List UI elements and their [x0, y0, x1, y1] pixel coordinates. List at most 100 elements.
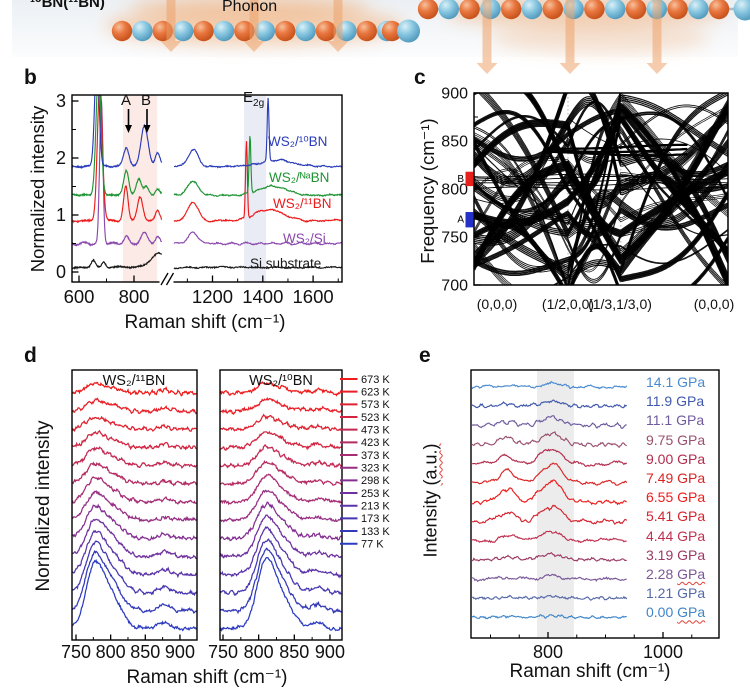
legend-label: 523 K: [361, 412, 390, 424]
plot-box: [470, 369, 720, 639]
phonon-branch: [474, 165, 728, 273]
boron-atom: [193, 20, 214, 42]
curve-label: WS₂/¹⁰BN: [268, 134, 328, 149]
phonon-arrow-icon: [646, 0, 668, 74]
phonon-branch: [474, 106, 728, 285]
boron-atom: [275, 20, 296, 42]
legend-label: 623 K: [361, 386, 390, 398]
spectrum-curve: [72, 95, 342, 198]
temperature-curve: [72, 540, 197, 597]
pressure-label: 0.00 GPa: [646, 604, 705, 620]
phonon-flat-band: [474, 182, 728, 187]
temperature-curve: [72, 429, 197, 451]
panel-label-b: b: [24, 66, 37, 89]
phonon-branch: [474, 163, 728, 271]
pressure-value: 3.19: [646, 546, 678, 563]
phonon-arrow-icon: [243, 0, 265, 52]
tick-label: 800: [119, 286, 150, 307]
phonon-flat-band: [474, 176, 728, 180]
legend-label: 253 K: [361, 488, 390, 500]
tick-label: 900: [165, 642, 195, 662]
tick-label: 800: [96, 642, 126, 662]
pressure-curve: [471, 551, 627, 562]
mode-marker: [465, 212, 474, 228]
pressure-label: 4.44 GPa: [646, 528, 705, 544]
phonon-arrow-icon: [327, 0, 349, 52]
temperature-curve: [220, 396, 342, 416]
pressure-label: 11.1 GPa: [646, 412, 704, 428]
temperature-curve: [72, 476, 197, 505]
boron-atom: [459, 0, 480, 20]
tick-label: 900: [441, 86, 468, 103]
temperature-curve: [72, 397, 197, 415]
temperature-curve: [220, 489, 342, 523]
pressure-unit: GPa: [677, 527, 706, 544]
phonon-branch: [474, 93, 621, 269]
pressure-unit: GPa: [677, 489, 706, 506]
panel-b-xlabel: Raman shift (cm⁻¹): [124, 312, 286, 333]
pressure-unit: GPa: [677, 470, 706, 486]
pressure-curve: [471, 462, 628, 486]
pressure-curve: [471, 380, 628, 390]
tick-label: 800: [244, 642, 274, 662]
legend-label: 77 K: [361, 539, 384, 551]
temperature-curve: [72, 518, 197, 560]
pressure-label: 2.28 GPa: [646, 566, 705, 582]
phonon-arrow-icon: [559, 0, 581, 74]
temperature-curve: [72, 529, 197, 579]
boron-atom: [111, 20, 133, 42]
spectrum-curve: [72, 98, 342, 247]
phonon-flat-band: [474, 186, 728, 191]
nitrogen-atom: [213, 20, 235, 42]
legend-label: 423 K: [361, 437, 390, 449]
pressure-unit: GPa: [677, 566, 706, 582]
phonon-branch: [474, 97, 728, 257]
pressure-label: 14.1 GPa: [646, 374, 705, 390]
pressure-unit: GPa: [677, 431, 706, 448]
tick-label: 700: [441, 278, 468, 295]
temperature-curve: [72, 415, 197, 433]
pressure-unit: GPa: [677, 508, 706, 525]
axis-break-icon: [165, 272, 175, 286]
panel-d1-title: WS₂/¹¹BN: [102, 373, 166, 389]
tick-label: 1200: [192, 286, 233, 307]
nitrogen-atom: [605, 0, 626, 20]
tick-label: 750: [61, 642, 91, 662]
legend-label: 323 K: [361, 462, 390, 474]
temperature-curve: [72, 558, 197, 632]
tick-label: 900: [315, 642, 345, 662]
panel-d-ylabel: Normalized intensity: [33, 420, 54, 592]
temperature-curve: [220, 381, 342, 397]
boron-atom: [356, 20, 377, 42]
tick-label: 850: [279, 642, 309, 662]
legend-label: 373 K: [361, 450, 390, 462]
panel-e-xlabel: Raman shift (cm⁻¹): [509, 661, 671, 682]
pressure-curve: [471, 431, 627, 448]
tick-label: 1600: [293, 286, 334, 307]
boron-atom: [417, 0, 439, 20]
panel-d-xlabel: Raman shift (cm⁻¹): [126, 667, 288, 688]
axis-break-icon: [160, 272, 169, 286]
nitrogen-atom: [254, 20, 275, 42]
plot-box: [71, 94, 343, 283]
illustration: [12, 0, 750, 74]
legend-label: 473 K: [361, 424, 390, 436]
mode-marker: [465, 171, 474, 187]
phonon-glow: [490, 22, 710, 54]
k-point-label: (1/2,0,0): [542, 296, 594, 312]
boron-atom: [584, 0, 605, 20]
boron-atom: [501, 0, 522, 20]
temperature-curve: [72, 489, 197, 523]
boron-atom: [542, 0, 563, 20]
nitrogen-atom: [733, 0, 750, 21]
panel-c: 700 750 800 850 900 (0,0,0) (1/2,0,0)(1/3,1/3,…: [441, 86, 734, 313]
phonon-branch: [474, 109, 728, 285]
panel-e-ylabel-au: (a.u.): [420, 443, 441, 486]
annotation-peak-b: B: [141, 92, 152, 109]
phonon-branch: [474, 115, 728, 285]
panel-b: 0 1 2 3 600 800 1200 1400 1600: [56, 91, 343, 307]
pressure-curve: [471, 399, 628, 409]
nitrogen-atom: [132, 20, 153, 42]
legend-label: 173 K: [361, 513, 390, 525]
